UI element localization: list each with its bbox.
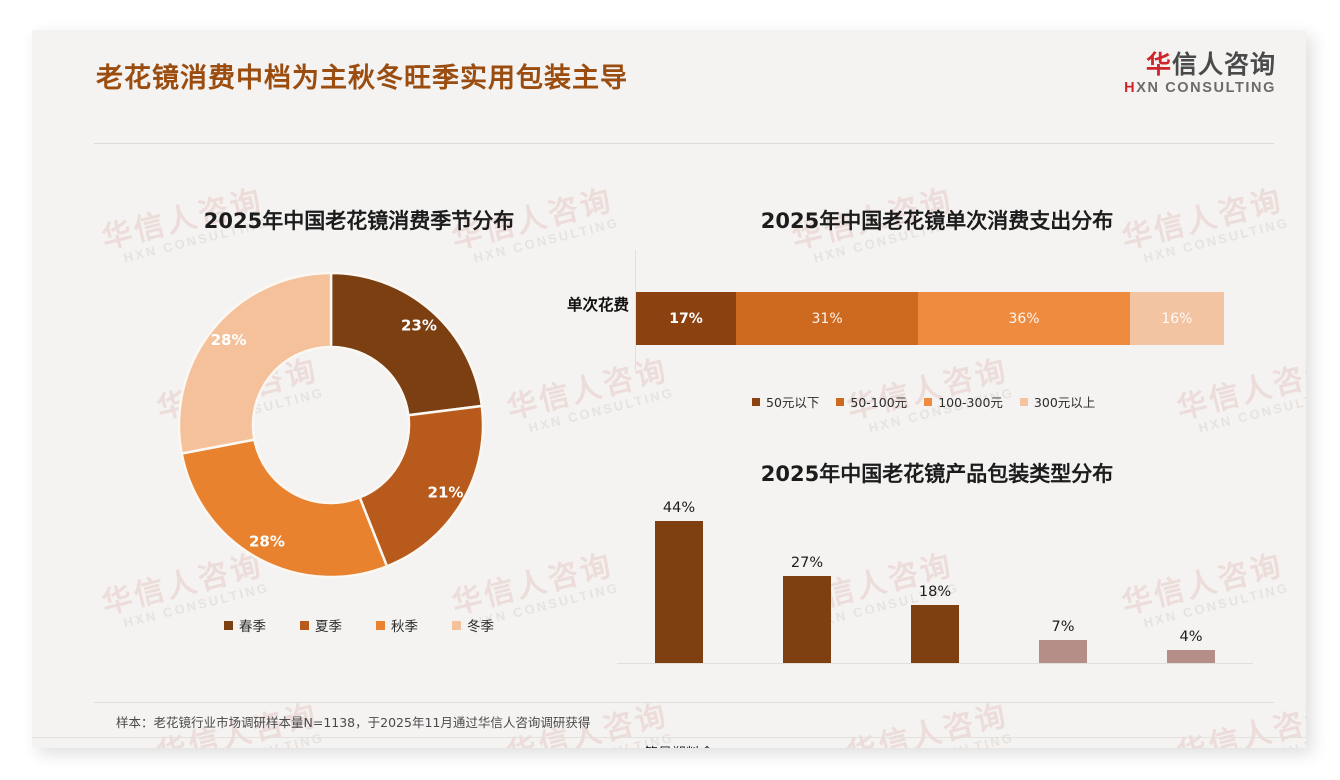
column-value-label: 7% [1051,619,1075,636]
stacked-segment-label: 31% [811,310,843,327]
legend-swatch [836,397,845,406]
column-item: 7%礼品包装 [1039,619,1087,663]
column-value-label: 27% [790,554,824,571]
stacked-legend-item[interactable]: 100-300元 [924,392,1003,411]
column-bar[interactable] [655,520,703,663]
stacked-segment-label: 16% [1161,310,1193,327]
donut-slice[interactable] [358,404,485,568]
stacked-legend-item[interactable]: 50元以下 [752,392,819,411]
donut-legend: 春季 夏季 秋季 冬季 [124,615,594,635]
legend-swatch [1019,397,1028,406]
donut-slice-label: 23% [401,316,437,334]
column-plot-area: 44%简易塑料盒27%布质眼镜袋18%硬质眼镜盒7%礼品包装4%环保纸盒 [617,500,1257,748]
stacked-legend-item[interactable]: 300元以上 [1019,392,1096,411]
legend-swatch [300,620,309,630]
stacked-segment[interactable]: 16% [1129,292,1224,345]
donut-legend-item[interactable]: 夏季 [300,615,342,635]
logo-cn-rest: 信人咨询 [1171,50,1276,79]
donut-legend-label: 夏季 [315,619,342,635]
column-chart-title: 2025年中国老花镜产品包装类型分布 [760,462,1114,486]
legend-swatch [224,620,233,630]
watermark-en: HXN CONSULTING [177,730,326,748]
stacked-segment[interactable]: 17% [636,292,736,345]
copyright-text: ©2026.1 HXR华信人咨询 [78,747,221,748]
stacked-segment[interactable]: 36% [918,292,1130,345]
legend-swatch [452,620,461,630]
stacked-axis-line [635,250,636,370]
donut-legend-item[interactable]: 秋季 [376,615,418,635]
sample-divider [94,702,1274,703]
sample-note: 样本：老花镜行业市场调研样本量N=1138，于2025年11月通过华信人咨询调研… [116,715,591,730]
stacked-legend-label: 50元以下 [766,395,820,410]
footer-divider [32,737,1306,738]
brand-logo: 华信人咨询 HXN CONSULTING [1124,50,1276,96]
legend-swatch [752,397,760,406]
donut-legend-label: 冬季 [467,619,494,635]
page-title: 老花镜消费中档为主秋冬旺季实用包装主导 [96,63,628,94]
logo-english: HXN CONSULTING [1124,80,1276,96]
donut-chart-title: 2025年中国老花镜消费季节分布 [203,209,515,233]
column-value-label: 18% [918,583,952,600]
donut-legend-item[interactable]: 冬季 [452,615,494,635]
watermark-cn: 华信人咨询 [843,697,1012,748]
legend-swatch [376,620,385,630]
watermark-en: HXN CONSULTING [867,730,1016,748]
column-bar[interactable] [1167,650,1215,663]
stacked-legend-label: 300元以上 [1033,395,1096,410]
slide-card: 华信人咨询 HXN CONSULTING 华信人咨询 HXN CONSULTING 华信… [32,30,1306,748]
column-item: 27%布质眼镜袋 [783,555,831,663]
stacked-category-label: 单次花费 [566,296,629,314]
column-item: 4%环保纸盒 [1167,629,1215,663]
slide-header: 老花镜消费中档为主秋冬旺季实用包装主导 华信人咨询 HXN CONSULTING [32,30,1306,122]
column-item: 18%硬质眼镜盒 [911,584,959,663]
title-divider [94,143,1274,144]
logo-en-highlight: H [1124,80,1137,97]
donut-slice-label: 28% [211,331,247,349]
website-link[interactable]: www.hxrcon.com [1171,747,1262,748]
donut-slice[interactable] [329,271,484,417]
column-baseline [617,663,1253,664]
spend-stacked-chart: 单次花费 17% 31% 36% 16% 50元以下 50-100元 100-300元 30… [567,195,1267,415]
stacked-segment-label: 36% [1008,310,1040,327]
stacked-chart-title: 2025年中国老花镜单次消费支出分布 [760,209,1114,233]
donut-slice[interactable] [180,438,389,579]
column-item: 44%简易塑料盒 [644,500,714,748]
donut-legend-item[interactable]: 春季 [224,615,266,635]
column-bar[interactable] [783,575,831,663]
stacked-legend-item[interactable]: 50-100元 [836,392,907,411]
donut-legend-label: 春季 [239,619,266,635]
legend-swatch [924,397,933,406]
watermark-cn: 华信人咨询 [1173,697,1306,748]
watermark-en: HXN CONSULTING [1197,730,1306,748]
column-category-label: 简易塑料盒 [616,743,742,748]
logo-en-rest: XN CONSULTING [1136,80,1276,97]
column-value-label: 4% [1179,629,1203,646]
stacked-legend-label: 50-100元 [850,395,908,410]
donut-legend-label: 秋季 [391,619,418,635]
column-value-label: 44% [662,499,696,516]
logo-cn-highlight: 华 [1145,50,1172,79]
donut-slice[interactable] [177,271,333,455]
donut-svg: 23% 21% 28% 28% [177,271,485,579]
stacked-segment[interactable]: 31% [735,292,919,345]
packaging-column-chart: 44%简易塑料盒27%布质眼镜袋18%硬质眼镜盒7%礼品包装4%环保纸盒 [607,450,1267,748]
season-donut-chart: 23% 21% 28% 28% 春季 夏季 秋季 冬季 [124,185,594,665]
donut-slice-label: 21% [428,484,464,502]
logo-chinese: 华信人咨询 [1124,50,1276,79]
column-bar[interactable] [1039,640,1087,663]
stacked-legend-label: 100-300元 [938,395,1003,410]
stacked-bar: 17% 31% 36% 16% [636,292,1224,345]
column-bar[interactable] [911,604,959,663]
donut-slice-label: 28% [249,533,285,551]
stacked-legend: 50元以下 50-100元 100-300元 300元以上 [752,392,1095,411]
stacked-segment-label: 17% [669,310,703,327]
